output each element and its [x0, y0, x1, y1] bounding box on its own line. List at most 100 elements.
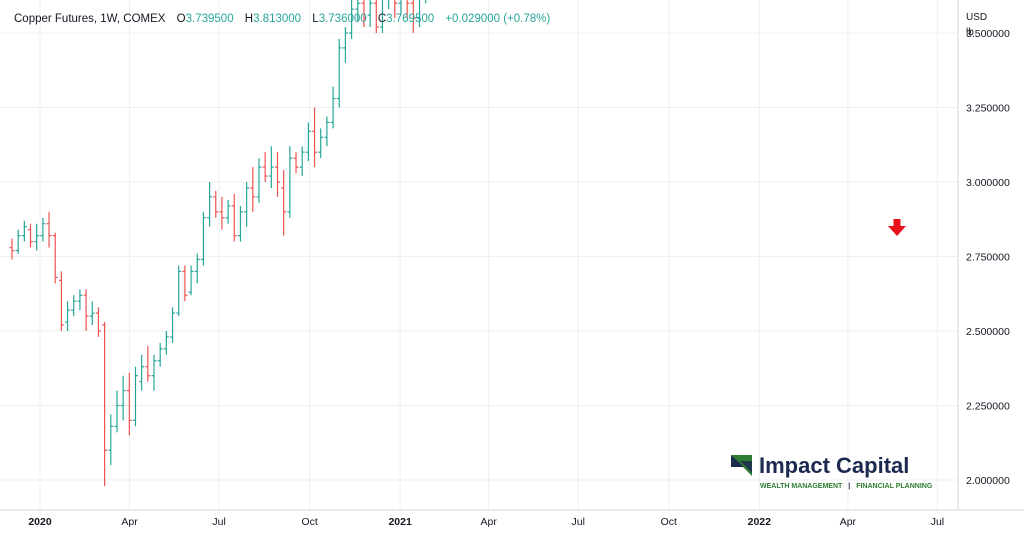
y-tick-label: 2.000000: [966, 475, 1010, 487]
y-tick-label: 3.250000: [966, 103, 1010, 115]
ohlc-bar: [299, 146, 305, 177]
ohlc-bar: [213, 190, 219, 218]
low-label: L: [312, 13, 319, 25]
ohlc-bar: [108, 414, 114, 466]
x-tick-label: Apr: [481, 516, 498, 528]
ohlc-bar: [406, 0, 410, 19]
ohlc-bar: [114, 390, 120, 433]
ohlc-bar: [163, 331, 169, 355]
ohlc-bar: [305, 122, 311, 162]
ohlc-bar: [188, 265, 194, 296]
ohlc-bar: [21, 220, 27, 242]
ohlc-bar: [330, 86, 336, 129]
high-label: H: [245, 13, 253, 25]
down-arrow-icon: [888, 219, 906, 236]
ohlc-bar: [95, 307, 101, 337]
ohlc-bar: [293, 152, 299, 174]
ohlc-bar: [379, 0, 384, 33]
axes: [0, 0, 1024, 511]
x-tick-label: Jul: [212, 516, 225, 528]
y-tick-label: 2.750000: [966, 252, 1010, 264]
ohlc-bar: [318, 128, 324, 159]
ohlc-bar: [250, 167, 256, 212]
logo-mark-icon: [731, 455, 752, 476]
ohlc-bar: [281, 170, 287, 236]
close-label: C: [378, 13, 386, 25]
ohlc-bar: [231, 193, 237, 242]
ohlc-bar: [77, 289, 83, 311]
x-tick-label: Oct: [661, 516, 677, 528]
ohlc-bar: [151, 354, 157, 391]
grid-lines: [0, 0, 958, 510]
ohlc-bar: [157, 342, 163, 367]
close-value: 3.769500: [386, 13, 434, 25]
ohlc-bar: [170, 307, 176, 343]
ohlc-bar: [244, 182, 250, 227]
legend-header: Copper Futures, 1W, COMEX O3.739500 H3.8…: [14, 13, 550, 25]
ohlc-bar: [15, 229, 21, 254]
ohlc-bars: [9, 0, 427, 486]
ohlc-bar: [256, 158, 262, 203]
impact-capital-logo: Impact Capital WEALTH MANAGEMENT | FINAN…: [731, 453, 933, 490]
ohlc-bar: [194, 253, 200, 284]
ohlc-bar: [336, 38, 342, 108]
low-value: 3.736000: [319, 13, 367, 25]
ohlc-bar: [287, 146, 293, 218]
open-label: O: [177, 13, 186, 25]
y-tick-label: 3.500000: [966, 28, 1010, 40]
x-tick-label: Jul: [572, 516, 585, 528]
ohlc-bar: [275, 152, 281, 197]
ohlc-bar: [89, 301, 95, 326]
ohlc-bar: [139, 354, 145, 391]
ohlc-bar: [182, 265, 188, 302]
logo-name: Impact Capital: [759, 453, 909, 478]
symbol-title: Copper Futures, 1W, COMEX: [14, 13, 166, 25]
ohlc-bar: [83, 289, 89, 331]
ohlc-bar: [398, 0, 402, 16]
ohlc-bar: [34, 223, 40, 251]
ohlc-bar: [394, 0, 398, 19]
ohlc-bar: [46, 211, 52, 248]
ohlc-bar: [312, 107, 318, 168]
y-axis-ticks: 4.7500004.5000004.2500004.0000003.750000…: [966, 28, 1010, 487]
x-axis-ticks: 2020 Apr Jul Oct 2021 Apr Jul Oct 2022 Apr Jul: [28, 516, 944, 528]
ohlc-bar: [207, 182, 213, 227]
ohlc-bar: [349, 0, 355, 39]
x-tick-label: 2020: [28, 516, 52, 528]
x-tick-label: 2021: [388, 516, 412, 528]
x-tick-label: 2022: [748, 516, 772, 528]
ohlc-bar: [324, 116, 330, 147]
ohlc-bar: [9, 238, 15, 260]
open-value: 3.739500: [186, 13, 234, 25]
svg-text:WEALTH MANAGEMENT |: WEALTH MANAGEMENT | FINANCIAL PLANNING: [760, 483, 933, 490]
high-value: 3.813000: [253, 13, 301, 25]
ohlc-bar: [219, 196, 225, 230]
currency-label: USD: [966, 12, 987, 23]
y-tick-label: 2.250000: [966, 401, 1010, 413]
ohlc-bar: [40, 217, 46, 242]
change-value: +0.029000 (+0.78%): [445, 13, 550, 25]
ohlc-bar: [417, 0, 421, 28]
ohlc-bar: [262, 152, 268, 182]
x-tick-label: Apr: [840, 516, 857, 528]
ohlc-bar: [355, 0, 361, 22]
x-tick-label: Jul: [931, 516, 944, 528]
ohlc-bar: [102, 322, 108, 486]
ohlc-bar: [126, 372, 132, 436]
ohlc-bar: [145, 345, 151, 382]
ohlc-bar: [200, 211, 206, 266]
logo-tagline-left: WEALTH MANAGEMENT: [760, 483, 843, 490]
y-tick-label: 3.000000: [966, 177, 1010, 189]
ohlc-bar: [361, 0, 367, 28]
ohlc-bar: [237, 205, 243, 242]
ohlc-bar: [388, 0, 390, 10]
ohlc-bar: [225, 199, 231, 224]
ohlc-bar: [176, 265, 182, 317]
x-tick-label: Apr: [121, 516, 138, 528]
logo-tagline-right: FINANCIAL PLANNING: [856, 483, 933, 490]
svg-text:Copper Futures, 1W, COMEX: Copper Futures, 1W, COMEX O3.739500 H3.8…: [14, 13, 550, 25]
ohlc-bar: [268, 146, 274, 188]
logo-tagline-separator: |: [848, 483, 850, 490]
x-tick-label: Oct: [301, 516, 317, 528]
